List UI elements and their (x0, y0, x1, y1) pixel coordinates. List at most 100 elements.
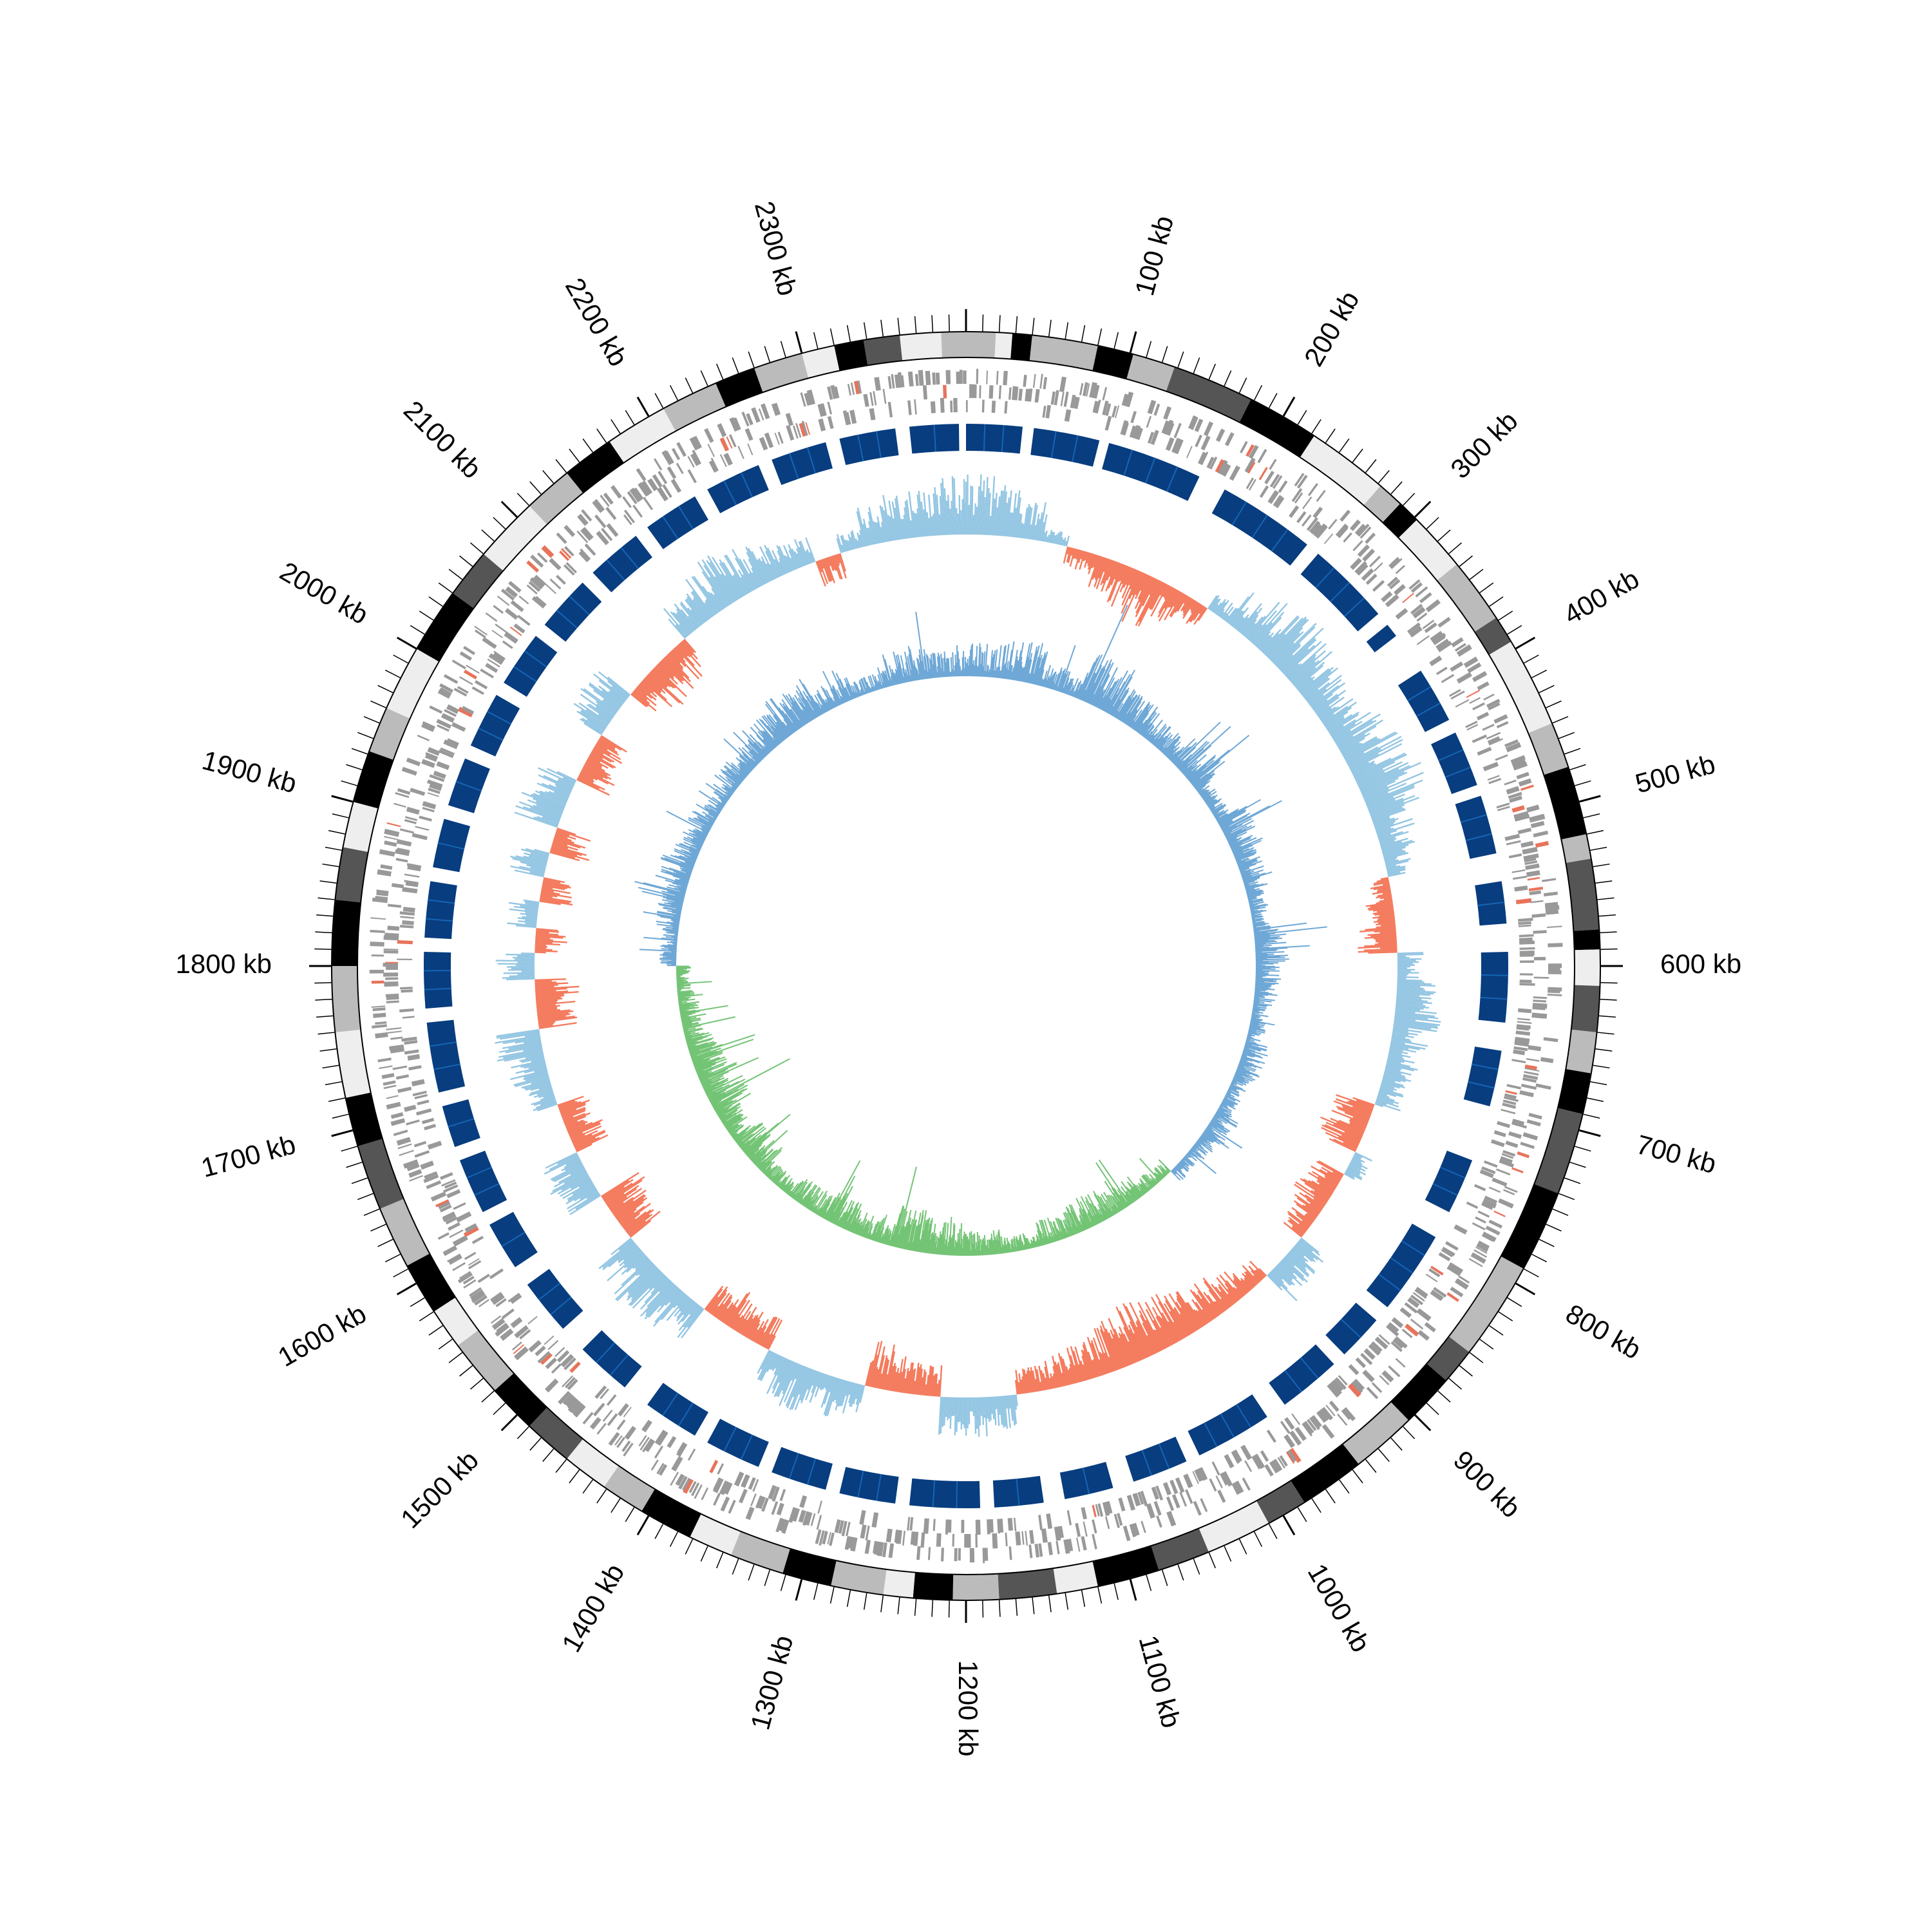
skew-bar-negative (830, 556, 837, 571)
inner-spike-positive (1213, 1115, 1228, 1124)
skew-bar-positive (953, 478, 956, 535)
skew-bar-negative (650, 670, 668, 687)
skew-bar-negative (1042, 1373, 1048, 1390)
skew-bar-positive (582, 717, 604, 733)
gene-feature (829, 1532, 835, 1546)
gene-feature (1198, 451, 1208, 466)
inner-spike-negative (721, 1114, 732, 1122)
inner-spike-negative (1021, 1241, 1025, 1251)
minor-tick (1097, 328, 1103, 345)
skew-bar-positive (619, 1247, 641, 1267)
skew-bar-positive (1328, 711, 1359, 733)
gene-feature (567, 1397, 578, 1410)
skew-bar-negative (558, 1100, 576, 1108)
skew-bar-negative (586, 759, 602, 769)
skew-bar-negative (1159, 583, 1168, 596)
skew-bar-positive (525, 1074, 549, 1081)
gene-feature (545, 1357, 558, 1369)
gene-feature (1504, 739, 1519, 748)
skew-bar-negative (1104, 1328, 1122, 1369)
inner-spike-positive (1016, 656, 1023, 681)
skew-bar-negative (1336, 1094, 1374, 1109)
skew-bar-negative (535, 951, 546, 954)
minor-tick (1590, 1081, 1607, 1086)
inner-spike-negative (844, 1203, 858, 1230)
inner-spike-negative (697, 1064, 725, 1076)
gene-feature (533, 574, 546, 587)
gene-feature (404, 1104, 417, 1112)
minor-tick (1378, 469, 1390, 484)
gene-feature (402, 1016, 415, 1019)
skew-bar-negative (1376, 900, 1393, 904)
inner-spike-positive (1088, 668, 1106, 704)
inner-spike-negative (1144, 1182, 1151, 1190)
inner-spike-positive (1141, 713, 1160, 737)
inner-spike-negative (1145, 1174, 1156, 1186)
skew-bar-negative (934, 1373, 938, 1397)
skew-bar-positive (1350, 1161, 1362, 1168)
minor-tick (569, 1469, 580, 1484)
gene-feature (395, 849, 410, 857)
minor-tick (1311, 419, 1321, 434)
minor-tick (931, 1600, 934, 1617)
skew-bar-negative (536, 999, 558, 1003)
skew-bar-positive (1354, 1153, 1363, 1159)
skew-bar-negative (1095, 558, 1108, 589)
gene-feature (372, 1024, 387, 1028)
skew-bar-positive (705, 598, 717, 615)
inner-spike-positive (976, 665, 978, 677)
inner-spike-negative (709, 1058, 790, 1102)
gene-feature (656, 1463, 665, 1475)
inner-spike-negative (824, 1200, 836, 1220)
block-segment (772, 442, 833, 486)
skew-bar-positive (724, 554, 748, 595)
inner-spike-negative (692, 1051, 719, 1062)
inner-spike-positive (1184, 764, 1198, 777)
skew-bar-positive (586, 1191, 599, 1200)
inner-spike-positive (1066, 678, 1073, 695)
inner-spike-negative (846, 1207, 858, 1231)
skew-bar-positive (533, 1097, 556, 1106)
skew-bar-negative (611, 1197, 634, 1213)
block-divider (1440, 1166, 1466, 1179)
ideogram-band (1573, 929, 1600, 951)
skew-bar-negative (538, 1022, 577, 1030)
inner-spike-positive (1159, 738, 1172, 752)
major-tick (1414, 500, 1432, 518)
skew-bar-negative (1075, 549, 1080, 560)
skew-bar-positive (1340, 737, 1365, 753)
skew-bar-positive (556, 771, 577, 782)
inner-spike-negative (789, 1191, 793, 1197)
inner-spike-negative (913, 1224, 920, 1252)
skew-bar-positive (1046, 535, 1050, 543)
gene-feature (592, 1403, 605, 1417)
gene-feature (381, 1073, 395, 1079)
skew-bar-negative (904, 1368, 909, 1394)
skew-bar-negative (1316, 1160, 1343, 1177)
inner-spike-positive (1242, 1051, 1264, 1059)
skew-bar-positive (1281, 1259, 1305, 1282)
inner-spike-positive (1237, 1065, 1245, 1070)
skew-bar-negative (1183, 596, 1189, 604)
skew-bar-negative (1195, 1302, 1210, 1323)
skew-bar-positive (525, 912, 538, 915)
skew-bar-positive (523, 1046, 543, 1052)
skew-bar-positive (580, 710, 607, 729)
inner-spike-negative (1079, 1214, 1088, 1230)
gene-feature (1424, 1321, 1436, 1332)
inner-spike-positive (1226, 1092, 1235, 1098)
inner-spike-negative (1095, 1213, 1102, 1223)
inner-spike-positive (1233, 848, 1249, 856)
skew-bar-negative (573, 1131, 606, 1147)
inner-spike-positive (1241, 1055, 1265, 1065)
gene-feature (1083, 382, 1088, 397)
inner-spike-positive (1227, 1089, 1240, 1096)
skew-bar-positive (840, 1381, 849, 1406)
gene-feature (429, 783, 442, 791)
inner-spike-negative (974, 1233, 976, 1256)
gene-feature (1240, 440, 1248, 453)
inner-spike-negative (788, 1190, 792, 1196)
skew-bar-negative (641, 681, 654, 693)
inner-spike-positive (1214, 811, 1224, 818)
skew-bar-positive (1236, 617, 1249, 632)
